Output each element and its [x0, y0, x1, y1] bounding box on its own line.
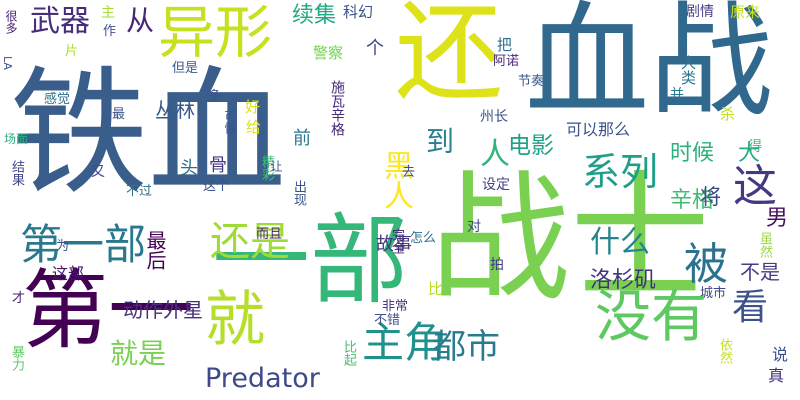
- cloud-word-7ed9: 给: [246, 118, 262, 136]
- cloud-word-5c06: 将: [700, 185, 721, 209]
- cloud-word-7537: 男: [766, 206, 789, 231]
- cloud-word-6bd4: 比: [428, 280, 444, 298]
- cloud-word-7cbe5f69: 精彩: [259, 155, 274, 181]
- cloud-word-7cfb5217: 系列: [582, 150, 659, 194]
- cloud-word-591a: 多: [208, 89, 222, 104]
- cloud-word-4f9d7136: 依然: [717, 338, 732, 364]
- cloud-word-51fa73b0: 出现: [291, 180, 306, 206]
- cloud-word-65f65019: 时候: [670, 141, 715, 166]
- cloud-word-526760c5: 剧情: [686, 4, 714, 20]
- cloud-word-7b2c4e00: 第一: [22, 261, 194, 361]
- cloud-word-5dde957f: 州长: [480, 109, 508, 125]
- cloud-word-4e3a: 为: [56, 239, 70, 254]
- cloud-word-5934: 头: [180, 158, 198, 179]
- cloud-word-53ef4ee590a34e48: 可以那么: [566, 120, 631, 139]
- cloud-word-771f: 真: [768, 366, 785, 385]
- cloud-word-8282594f: 节奏: [518, 74, 545, 89]
- cloud-word-9ed14eba: 黑人: [378, 150, 413, 210]
- cloud-word-8ba9: 让: [269, 160, 283, 172]
- cloud-word-6d1b674977f6: 洛杉矶: [590, 268, 657, 293]
- cloud-word-5bf9: 对: [467, 219, 481, 235]
- cloud-word-5c31: 就: [205, 285, 265, 355]
- cloud-word-4ece: 从: [126, 4, 155, 37]
- cloud-word-62cd: 拍: [490, 257, 504, 273]
- cloud-word-5927: 大: [738, 141, 761, 166]
- cloud-word-8fd9: 这: [733, 161, 777, 212]
- cloud-word-52a84f5c5916661f: 动作外星: [123, 298, 203, 322]
- cloud-word-88406218: 血战: [525, 0, 774, 134]
- cloud-word-8bf4: 说: [772, 345, 789, 364]
- cloud-word-predator: Predator: [205, 363, 320, 394]
- cloud-word-975e5e38: 非常: [382, 299, 409, 314]
- cloud-word-8fd990e8: 这部: [52, 264, 85, 283]
- cloud-word-6700540e: 最后: [143, 230, 167, 270]
- cloud-word-5c31662f: 就是: [110, 337, 167, 370]
- cloud-word-600e4e48: 怎么: [410, 231, 437, 246]
- cloud-word-5e76: 并: [670, 87, 684, 103]
- cloud-word-4e3b89d2: 主角: [362, 318, 447, 367]
- cloud-word-611f89c9: 感觉: [44, 92, 71, 107]
- cloud-word-66b4529b: 暴力: [9, 345, 24, 371]
- cloud-word-4eba7c7b: 人类: [679, 55, 697, 85]
- cloud-word-5b8c5168: 完全: [389, 228, 404, 254]
- cloud-word-4e0090e8: 一部: [212, 204, 409, 318]
- cloud-word-624d: 才: [12, 291, 26, 306]
- cloud-word-79d15e7b: 科幻: [343, 3, 374, 21]
- cloud-word-621858eb: 战士: [430, 158, 711, 321]
- cloud-word-4eba: 人: [480, 137, 510, 172]
- cloud-word-524d: 前: [293, 128, 311, 149]
- cloud-word-6ca16709: 没有: [595, 285, 707, 350]
- cloud-word-7eed96c6: 续集: [292, 3, 337, 28]
- cloud-word-53ef60dc: 可惜: [223, 110, 237, 134]
- cloud-word-5f025f62: 异形: [158, 0, 272, 66]
- cloud-word-4f5c: 作: [103, 24, 117, 39]
- cloud-word-8fd8662f: 还是: [210, 219, 290, 265]
- cloud-word-7b2c4e0090e8: 第一部: [20, 220, 147, 269]
- cloud-word-4e0d9519: 不错: [374, 313, 401, 328]
- cloud-word-628a: 把: [497, 36, 513, 54]
- cloud-word-8b665bdf: 警察: [313, 44, 344, 62]
- cloud-word-6740: 杀: [720, 105, 736, 123]
- cloud-word-5f88591a: 很多: [4, 10, 18, 34]
- cloud-word-4e0d662f: 不是: [740, 260, 780, 284]
- cloud-word-65454e8b: 故事: [376, 234, 412, 255]
- cloud-word-867d7136: 虽然: [757, 232, 772, 258]
- cloud-word-4ec04e48: 什么: [590, 225, 650, 260]
- cloud-word-6bd48d77: 比起: [341, 340, 356, 366]
- cloud-word-9aa8: 骨: [206, 155, 227, 173]
- cloud-word-539f6765: 原来: [730, 3, 761, 21]
- cloud-word-4e1b6797: 丛林: [155, 98, 195, 122]
- cloud-word-75355f71: 电影: [508, 133, 554, 159]
- cloud-word-4f46662f: 但是: [172, 61, 199, 76]
- cloud-word-800c4e14: 而且: [256, 227, 283, 242]
- cloud-word-94c18840: 铁血: [10, 53, 287, 214]
- cloud-word-8fd94e2a: 这个: [203, 179, 230, 194]
- cloud-word-770b: 看: [732, 287, 769, 328]
- cloud-word-8bbe5b9a: 设定: [482, 177, 510, 193]
- cloud-word-88ab: 被: [684, 239, 728, 290]
- cloud-word-5f97: 得: [748, 139, 762, 155]
- cloud-word-90fd5e02: 都市: [432, 327, 500, 367]
- cloud-word-8fd8: 还: [395, 0, 504, 116]
- cloud-word-597d: 好: [245, 98, 261, 116]
- cloud-word-53bb: 去: [402, 165, 416, 180]
- cloud-word-8f9b683c: 辛格: [670, 188, 715, 213]
- cloud-word-4e3b: 主: [101, 5, 115, 21]
- cloud-word-la: LA: [1, 56, 14, 70]
- cloud-word-6700: 最: [112, 107, 126, 122]
- cloud-word-5230: 到: [426, 125, 455, 158]
- cloud-word-53c8: 又: [91, 164, 105, 180]
- cloud-word-57ce5e02: 城市: [700, 286, 727, 301]
- cloud-word-573a9762: 场面: [4, 132, 29, 146]
- cloud-word-4e2a: 个: [366, 38, 384, 59]
- cloud-word-963f8bfa: 阿诺: [493, 54, 520, 69]
- cloud-word-65bd74e68f9b683c: 施瓦辛格: [329, 80, 345, 136]
- cloud-word-4e0d8fc7: 不过: [126, 184, 153, 199]
- cloud-word-7ed3679c: 结果: [9, 160, 24, 186]
- cloud-word-6b665668: 武器: [30, 4, 90, 39]
- cloud-word-7247: 片: [65, 44, 79, 59]
